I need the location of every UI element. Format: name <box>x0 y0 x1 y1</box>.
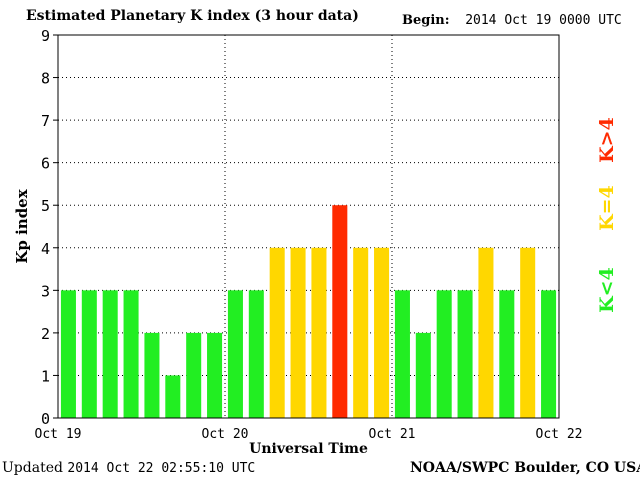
x-axis-label: Universal Time <box>249 441 368 457</box>
kp-bar <box>541 290 557 418</box>
x-tick-label: Oct 22 <box>536 427 583 442</box>
x-tick-label: Oct 19 <box>35 427 82 442</box>
kp-bar <box>123 290 139 418</box>
y-tick-label: 3 <box>41 282 50 300</box>
updated-label: Updated <box>2 460 63 476</box>
legend: K<4 K=4 K>4 <box>596 117 618 313</box>
x-tick-label: Oct 21 <box>369 427 416 442</box>
kp-bar <box>144 332 160 418</box>
kp-bar <box>165 375 181 418</box>
credit-line: NOAA/SWPC Boulder, CO USA <box>410 460 640 476</box>
begin-time: Begin: 2014 Oct 19 0000 UTC <box>402 13 622 28</box>
legend-entry: K<4 <box>596 267 618 313</box>
updated-value: 2014 Oct 22 02:55:10 UTC <box>67 461 256 476</box>
y-tick-label: 5 <box>41 197 50 215</box>
kp-bar <box>290 247 306 418</box>
legend-entry: K>4 <box>596 117 618 163</box>
chart-title: Estimated Planetary K index (3 hour data… <box>26 8 359 24</box>
kp-bar <box>81 290 97 418</box>
y-ticks: 0 1 2 3 4 5 6 7 8 9 <box>41 27 58 428</box>
kp-bar <box>207 332 223 418</box>
kp-bar <box>186 332 202 418</box>
y-tick-label: 1 <box>41 367 50 385</box>
kp-bar <box>374 247 390 418</box>
x-tick-label: Oct 20 <box>202 427 249 442</box>
y-axis-label: Kp index <box>13 188 31 263</box>
bars <box>60 205 557 418</box>
kp-bar <box>353 247 369 418</box>
begin-value: 2014 Oct 19 0000 UTC <box>465 13 622 28</box>
kp-bar <box>415 332 431 418</box>
y-tick-label: 8 <box>41 70 50 88</box>
kp-bar <box>102 290 118 418</box>
kp-bar <box>248 290 264 418</box>
x-ticks: Oct 19 Oct 20 Oct 21 Oct 22 <box>35 427 583 442</box>
plot-frame <box>57 34 560 419</box>
y-tick-label: 7 <box>41 112 50 130</box>
begin-label: Begin: <box>402 13 450 28</box>
kp-bar <box>60 290 76 418</box>
kp-bar <box>436 290 452 418</box>
kp-bar <box>499 290 515 418</box>
y-tick-label: 2 <box>41 325 50 343</box>
kp-bar <box>227 290 243 418</box>
kp-bar <box>332 205 348 418</box>
kp-bar <box>394 290 410 418</box>
legend-entry: K=4 <box>596 185 618 231</box>
y-tick-label: 0 <box>41 410 50 428</box>
kp-bar <box>311 247 327 418</box>
y-tick-label: 4 <box>41 240 50 258</box>
y-tick-label: 9 <box>41 27 50 45</box>
kp-bar <box>269 247 285 418</box>
updated-timestamp: Updated 2014 Oct 22 02:55:10 UTC <box>2 460 255 476</box>
kp-bar <box>457 290 473 418</box>
y-tick-label: 6 <box>41 155 50 173</box>
kp-bar <box>478 247 494 418</box>
kp-bar <box>520 247 536 418</box>
